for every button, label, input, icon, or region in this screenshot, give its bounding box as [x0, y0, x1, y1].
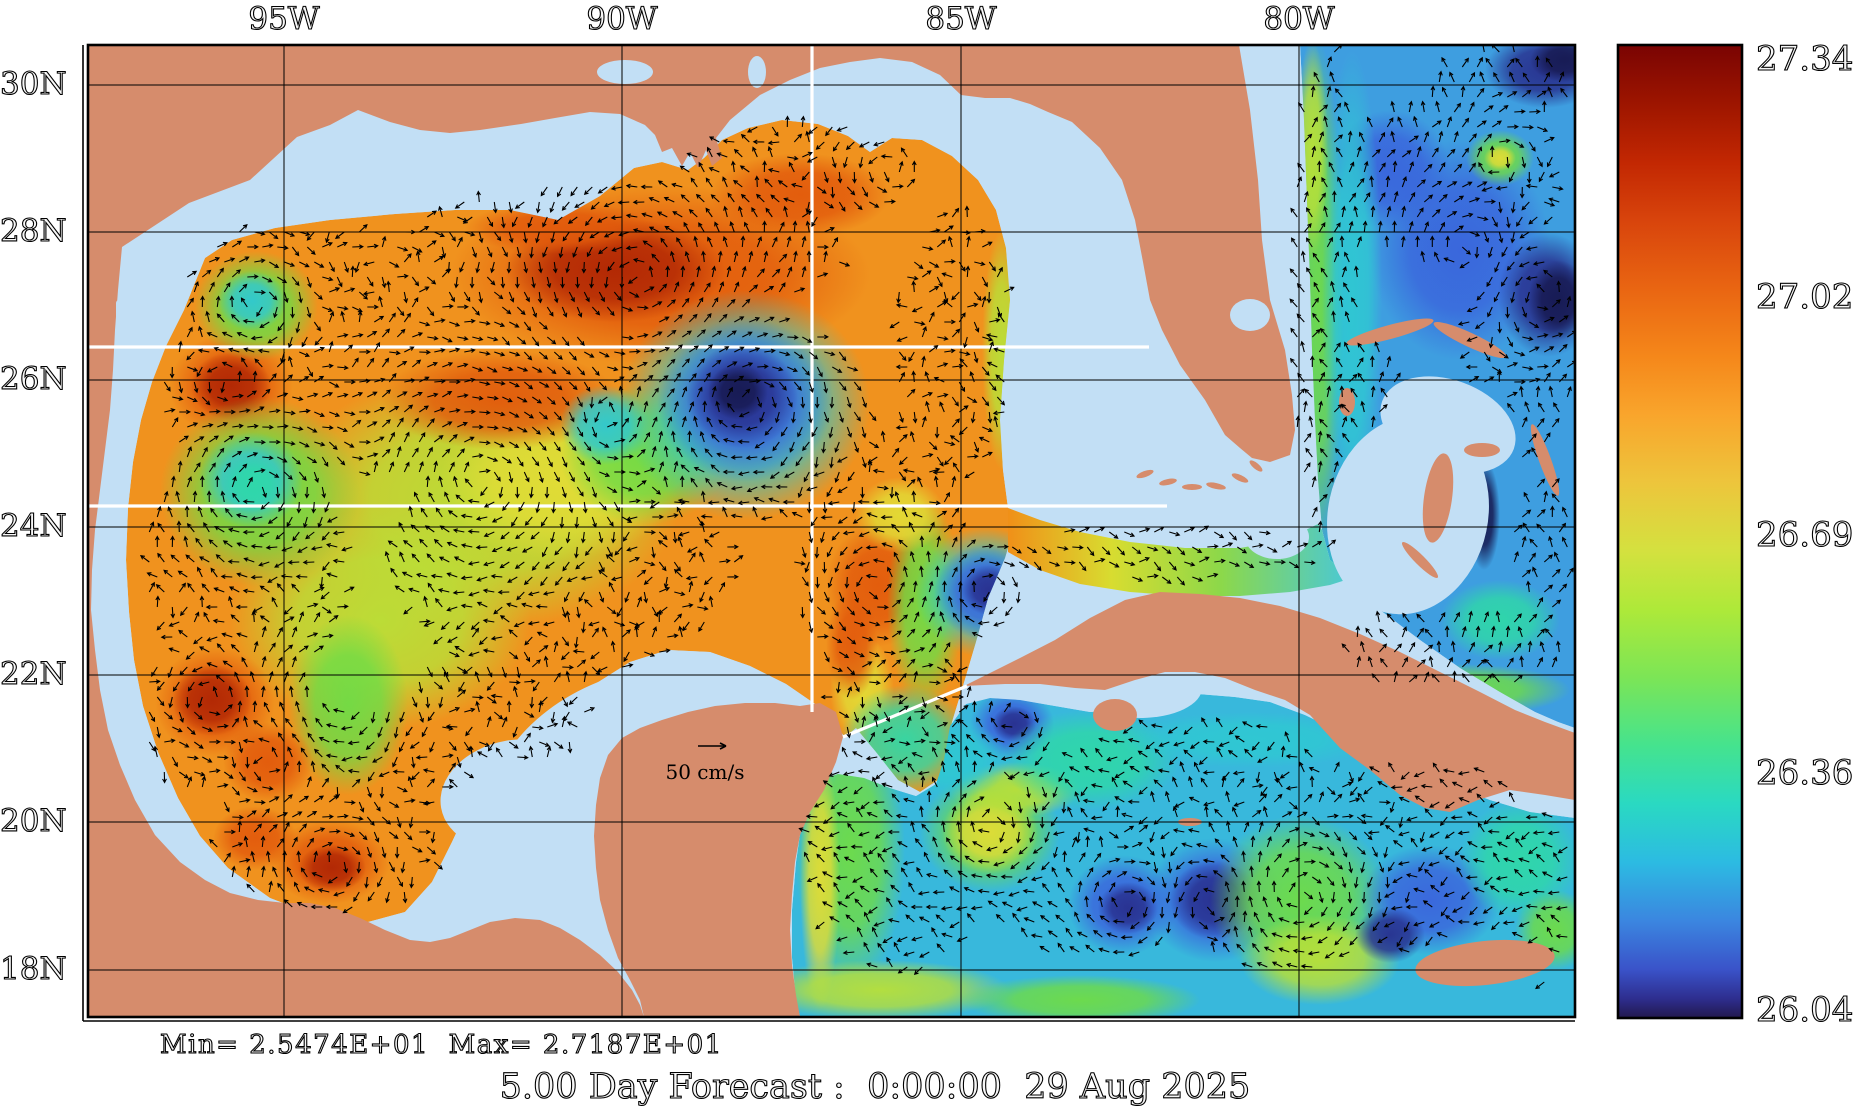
colorbar-label-27.34: 27.34: [1755, 39, 1854, 79]
lat-label-20N: 20N: [0, 803, 67, 839]
land-grand-bahama: [1346, 318, 1434, 346]
land-yucatan: [594, 703, 843, 1017]
florida-straits-data-band: [1008, 508, 1352, 596]
colorbar: [1616, 43, 1744, 1020]
map-frame: [86, 43, 1577, 1019]
lat-label-30N: 30N: [0, 66, 67, 102]
graticule: [88, 45, 1575, 1017]
mobile-bay: [748, 56, 766, 88]
lon-label-85W: 85W: [925, 1, 997, 37]
colorbar-label-26.04: 26.04: [1755, 990, 1854, 1030]
lake-pontchartrain: [597, 60, 653, 84]
land-cay: [1401, 541, 1439, 579]
land-andros: [1422, 453, 1454, 543]
laguna-madre: [116, 300, 123, 430]
land-eleuthera: [1530, 424, 1560, 496]
lat-label-18N: 18N: [0, 951, 67, 987]
land-new-providence: [1464, 443, 1500, 457]
colorbar-label-26.69: 26.69: [1755, 515, 1854, 555]
lon-label-80W: 80W: [1263, 1, 1335, 37]
land-florida-keys: [1136, 460, 1263, 490]
land-masses: [88, 45, 1575, 1017]
land-jamaica: [1415, 939, 1555, 987]
lat-label-22N: 22N: [0, 656, 67, 692]
lake-okeechobee: [1230, 299, 1270, 331]
figure-title: 5.00 Day Forecast : 0:00:00 29 Aug 2025: [499, 1067, 1251, 1107]
vector-scale-label: 50 cm/s: [665, 760, 745, 784]
land-isla-juventud: [1093, 699, 1137, 731]
transect-yucatan-cuba: [842, 684, 968, 739]
lon-label-95W: 95W: [248, 1, 320, 37]
land-cuba: [964, 592, 1575, 812]
min-max-annotation: Min= 2.5474E+01 Max= 2.7187E+01: [159, 1030, 723, 1060]
lat-label-24N: 24N: [0, 508, 67, 544]
lat-label-26N: 26N: [0, 361, 67, 397]
lat-label-28N: 28N: [0, 213, 67, 249]
colorbar-label-26.36: 26.36: [1755, 753, 1854, 793]
land-bimini: [1339, 388, 1355, 416]
current-vector-field: [139, 45, 1575, 990]
inland-lakes: [116, 56, 1270, 430]
lon-label-90W: 90W: [586, 1, 658, 37]
reference-vector-arrow: [698, 742, 727, 750]
colorbar-label-27.02: 27.02: [1755, 277, 1854, 317]
land-mainland-north-america: [88, 45, 1295, 1017]
